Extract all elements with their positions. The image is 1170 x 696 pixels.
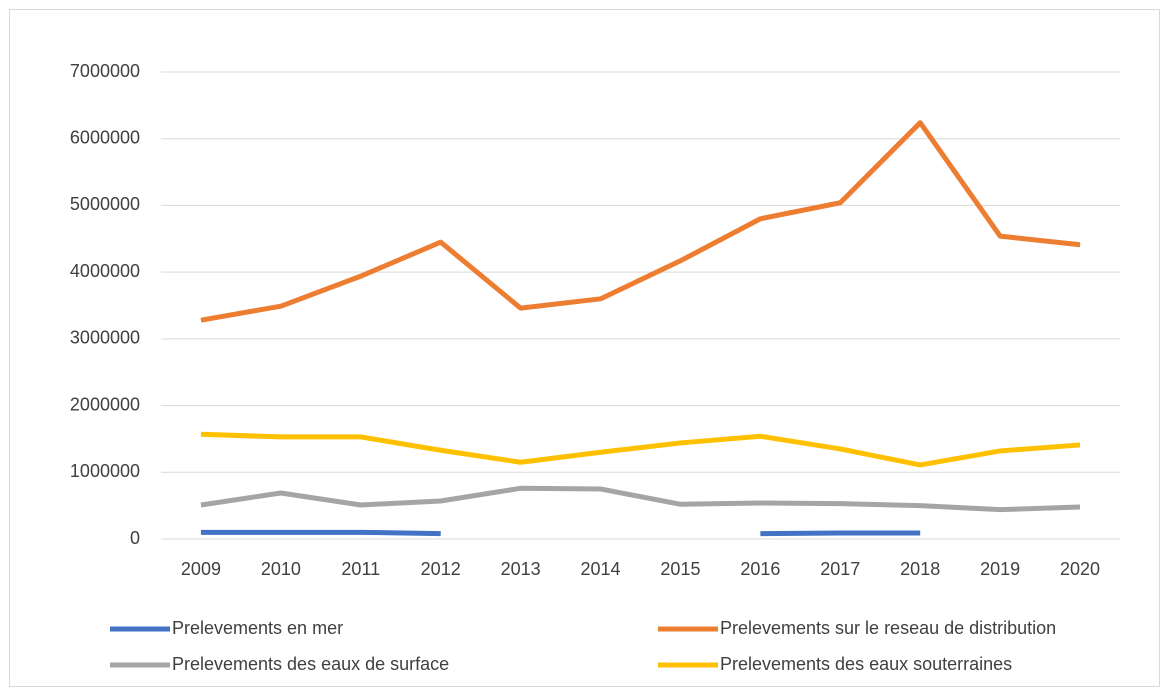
x-tick-label: 2020 (1060, 559, 1100, 579)
y-tick-label: 4000000 (70, 261, 140, 281)
series-line (200, 529, 921, 537)
series-line (200, 120, 1081, 323)
x-tick-label: 2015 (660, 559, 700, 579)
x-tick-label: 2009 (181, 559, 221, 579)
series-line (200, 431, 1081, 468)
series-line (200, 485, 1081, 513)
x-tick-label: 2016 (740, 559, 780, 579)
y-tick-label: 5000000 (70, 194, 140, 214)
legend-label: Prelevements des eaux de surface (172, 654, 449, 674)
x-tick-label: 2017 (820, 559, 860, 579)
y-tick-label: 1000000 (70, 461, 140, 481)
y-tick-label: 2000000 (70, 394, 140, 414)
legend-label: Prelevements en mer (172, 618, 343, 638)
x-tick-label: 2019 (980, 559, 1020, 579)
x-tick-label: 2014 (581, 559, 621, 579)
legend-label: Prelevements des eaux souterraines (720, 654, 1012, 674)
legend-label: Prelevements sur le reseau de distributi… (720, 618, 1056, 638)
y-tick-label: 6000000 (70, 127, 140, 147)
x-tick-label: 2012 (421, 559, 461, 579)
chart-frame (9, 9, 1160, 687)
x-tick-label: 2010 (261, 559, 301, 579)
y-tick-label: 7000000 (70, 61, 140, 81)
x-tick-label: 2011 (341, 559, 380, 579)
x-tick-label: 2013 (501, 559, 541, 579)
x-tick-label: 2018 (900, 559, 940, 579)
y-tick-label: 3000000 (70, 328, 140, 348)
y-tick-label: 0 (130, 528, 140, 548)
